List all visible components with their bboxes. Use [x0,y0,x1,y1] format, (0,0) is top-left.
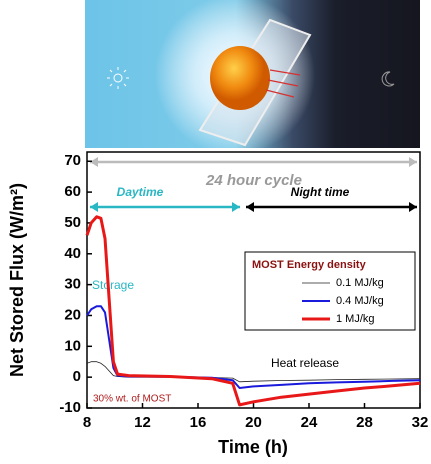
x-tick-label: 12 [134,414,151,431]
x-tick-label: 28 [356,414,373,431]
x-tick-label: 20 [245,414,262,431]
x-tick-label: 8 [83,414,91,431]
y-tick-label: 50 [64,214,81,231]
x-axis-label: Time (h) [218,437,288,457]
legend-title: MOST Energy density [252,259,367,271]
legend-label: 0.4 MJ/kg [336,295,384,307]
y-axis-label: Net Stored Flux (W/m²) [7,183,27,377]
data-line [85,215,421,407]
illustration [85,0,420,155]
y-tick-label: 20 [64,306,81,323]
y-tick-label: 30 [64,276,81,293]
annotation: Daytime [117,185,164,199]
annotation: Heat release [271,356,339,370]
arrows [90,157,417,212]
y-tick-label: 10 [64,337,81,354]
annotation: Storage [92,278,134,292]
annotation: Night time [291,185,350,199]
x-tick-label: 24 [301,414,318,431]
legend-label: 1 MJ/kg [336,313,375,325]
legend-label: 0.1 MJ/kg [336,277,384,289]
y-tick-label: 40 [64,245,81,262]
x-tick-label: 32 [412,414,429,431]
annotation: 24 hour cycle [205,172,302,189]
data-line [86,361,421,383]
y-tick-label: 0 [73,368,81,385]
annotation: 30% wt. of MOST [93,394,171,405]
y-tick-label: 70 [64,152,81,169]
y-tick-label: -10 [59,399,81,416]
legend [244,251,416,331]
y-tick-label: 60 [64,183,81,200]
x-tick-label: 16 [190,414,207,431]
